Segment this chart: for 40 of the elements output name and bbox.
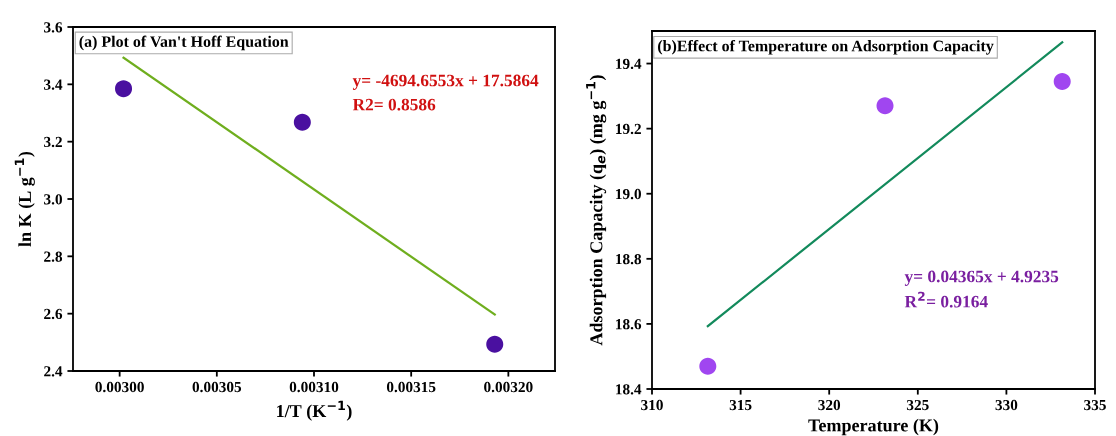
x-axis-title: Temperature (K) (808, 418, 939, 436)
point (293, 113, 311, 131)
x-tick-label: 0.00320 (484, 381, 533, 393)
x-tick-label: 320 (818, 399, 841, 411)
y-tick-label: 18.4 (616, 384, 642, 395)
y-axis-title: Adsorption Capacity (q$_{e}$) (mg g$^{−1}$) (586, 75, 607, 346)
point (1053, 72, 1071, 90)
y-tick-label: 3.0 (44, 194, 62, 205)
x-axis-title: 1/T (K$^{−1}$) (277, 400, 352, 421)
annotation: y= 0.04365x + 4.9235 (904, 270, 1059, 286)
x-tick-label: 315 (729, 399, 752, 411)
x-tick-label: 0.00310 (289, 381, 339, 393)
x-tick-label: 335 (1084, 399, 1106, 411)
x-tick-label: 0.00315 (386, 381, 436, 393)
annotation: R2= 0.8586 (352, 98, 436, 111)
annotation: R$^{2}$= 0.9164 (904, 291, 988, 308)
y-tick-label: 3.6 (44, 22, 63, 33)
y-axis-title: ln K (L g$^{−1}$) (14, 151, 35, 247)
y-tick-label: 2.6 (44, 308, 63, 320)
x-tick-label: 0.00305 (192, 381, 242, 393)
y-tick-label: 18.6 (616, 319, 642, 330)
y-tick-label: 19.2 (616, 123, 641, 135)
text: (b)Effect of Temperature on Adsorption Capacity (658, 39, 994, 55)
y-tick-label: 3.4 (44, 79, 63, 90)
y-tick-label: 19.0 (616, 188, 641, 200)
point (876, 97, 894, 115)
y-tick-label: 3.2 (44, 136, 62, 148)
x-tick-label: 310 (641, 399, 663, 411)
y-tick-label: 2.4 (44, 366, 63, 377)
point (699, 357, 717, 375)
x-tick-label: 325 (906, 399, 929, 411)
annotation: y= -4694.6553x + 17.5864 (352, 74, 539, 90)
y-tick-label: 19.4 (616, 58, 642, 70)
y-tick-label: 18.8 (616, 253, 642, 265)
y-tick-label: 2.8 (44, 251, 63, 262)
chart-title: (a) Plot of Van't Hoff Equation (79, 35, 289, 51)
point (486, 335, 504, 353)
x-tick-label: 330 (995, 399, 1018, 411)
point (115, 80, 133, 98)
x-tick-label: 0.00300 (95, 381, 144, 393)
